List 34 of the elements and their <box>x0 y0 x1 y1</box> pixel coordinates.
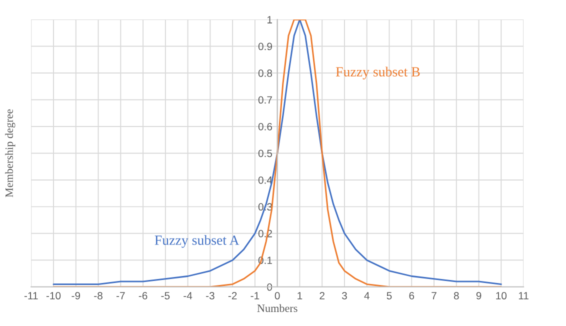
x-tick-label: 1 <box>298 292 302 300</box>
x-tick-label: 10 <box>496 292 507 300</box>
x-tick-label: -7 <box>116 292 125 300</box>
x-tick-label: 6 <box>409 292 414 300</box>
x-tick-label: 2 <box>320 292 324 300</box>
x-tick-label: 0 <box>274 292 280 300</box>
x-tick-label: 7 <box>432 292 436 300</box>
x-tick-label: 8 <box>454 292 459 300</box>
y-tick-label: 0.7 <box>258 96 272 104</box>
y-tick-label: 0.8 <box>258 70 272 77</box>
y-tick-label: 0.6 <box>258 122 272 130</box>
x-tick-label: -9 <box>72 292 80 300</box>
x-axis-title: Numbers <box>257 304 298 312</box>
x-tick-label: -6 <box>138 292 148 300</box>
x-tick-label: -5 <box>161 292 170 300</box>
x-tick-label: -10 <box>46 292 61 300</box>
series-label: Fuzzy subset B <box>336 66 420 80</box>
x-tick-label: -11 <box>24 292 38 300</box>
x-tick-label: 5 <box>386 292 392 300</box>
y-tick-label: 0.9 <box>258 42 272 50</box>
x-tick-label: 4 <box>364 292 370 300</box>
x-tick-label: 9 <box>476 292 482 300</box>
x-tick-label: -1 <box>250 292 260 300</box>
x-tick-label: -2 <box>228 292 237 300</box>
x-tick-label: 3 <box>342 292 347 300</box>
x-tick-label: 11 <box>518 292 528 300</box>
x-tick-label: -4 <box>184 292 192 300</box>
y-tick-label: 0.4 <box>258 176 272 184</box>
y-tick-label: 0.5 <box>258 150 272 158</box>
x-tick-label: -8 <box>94 292 102 300</box>
y-tick-label: 1 <box>267 16 272 24</box>
series-label: Fuzzy subset A <box>154 235 240 248</box>
y-axis-title: Membership degree <box>5 109 16 198</box>
x-tick-label: -3 <box>206 292 214 300</box>
